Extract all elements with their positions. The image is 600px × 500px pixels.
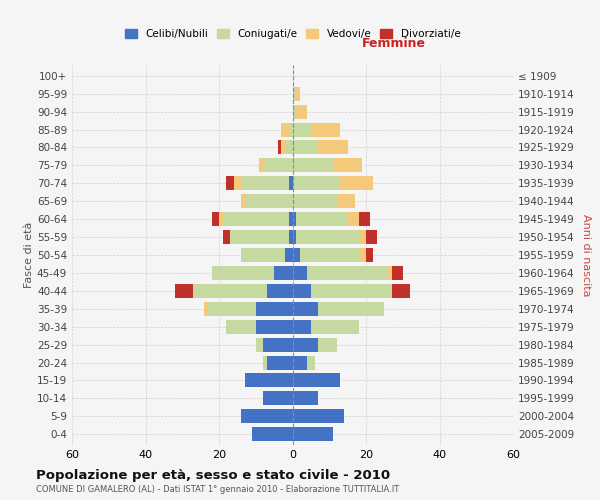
Bar xyxy=(281,122,289,136)
Bar xyxy=(241,194,245,208)
Bar xyxy=(293,230,296,244)
Bar xyxy=(318,338,337,351)
Bar xyxy=(293,266,307,280)
Bar xyxy=(223,230,230,244)
Bar xyxy=(293,86,296,101)
Y-axis label: Anni di nascita: Anni di nascita xyxy=(581,214,591,296)
Legend: Celibi/Nubili, Coniugati/e, Vedovi/e, Divorziati/e: Celibi/Nubili, Coniugati/e, Vedovi/e, Di… xyxy=(121,24,464,43)
Bar xyxy=(293,194,337,208)
Bar xyxy=(392,284,410,298)
Text: Femmine: Femmine xyxy=(362,37,426,50)
Bar xyxy=(267,356,293,370)
Bar xyxy=(241,248,285,262)
Bar xyxy=(226,176,234,190)
Bar xyxy=(318,302,385,316)
Bar xyxy=(293,176,340,190)
Bar xyxy=(366,248,373,262)
Bar xyxy=(293,122,311,136)
Bar xyxy=(212,212,219,226)
Bar xyxy=(175,284,193,298)
Y-axis label: Fasce di età: Fasce di età xyxy=(24,222,34,288)
Bar xyxy=(226,320,256,334)
Bar xyxy=(293,212,296,226)
Bar xyxy=(256,320,293,334)
Bar xyxy=(359,212,370,226)
Bar xyxy=(293,392,318,406)
Bar xyxy=(359,230,366,244)
Bar xyxy=(263,356,267,370)
Bar xyxy=(252,428,293,441)
Bar xyxy=(293,320,311,334)
Bar xyxy=(281,140,285,154)
Bar xyxy=(296,212,347,226)
Bar xyxy=(285,140,293,154)
Bar xyxy=(293,284,311,298)
Bar xyxy=(212,266,274,280)
Bar xyxy=(289,212,293,226)
Text: COMUNE DI GAMALERO (AL) - Dati ISTAT 1° gennaio 2010 - Elaborazione TUTTITALIA.I: COMUNE DI GAMALERO (AL) - Dati ISTAT 1° … xyxy=(36,485,399,494)
Bar xyxy=(293,428,333,441)
Bar xyxy=(359,248,366,262)
Bar xyxy=(241,176,289,190)
Bar xyxy=(347,212,359,226)
Bar xyxy=(234,176,241,190)
Text: Popolazione per età, sesso e stato civile - 2010: Popolazione per età, sesso e stato civil… xyxy=(36,469,390,482)
Bar xyxy=(289,230,293,244)
Bar xyxy=(267,284,293,298)
Bar xyxy=(340,176,373,190)
Bar xyxy=(230,230,289,244)
Bar xyxy=(245,374,293,388)
Bar xyxy=(293,410,344,424)
Bar xyxy=(300,248,359,262)
Bar xyxy=(311,284,392,298)
Bar xyxy=(318,140,347,154)
Bar xyxy=(388,266,392,280)
Bar xyxy=(193,284,267,298)
Bar xyxy=(293,374,340,388)
Bar xyxy=(311,320,359,334)
Bar xyxy=(278,140,281,154)
Bar xyxy=(204,302,208,316)
Bar xyxy=(263,158,293,172)
Bar xyxy=(392,266,403,280)
Bar xyxy=(259,158,263,172)
Bar xyxy=(289,122,293,136)
Bar xyxy=(337,194,355,208)
Bar xyxy=(293,248,300,262)
Bar xyxy=(293,302,318,316)
Bar xyxy=(285,248,293,262)
Bar xyxy=(311,122,340,136)
Bar xyxy=(293,356,307,370)
Bar xyxy=(241,410,293,424)
Bar xyxy=(293,140,318,154)
Bar xyxy=(256,302,293,316)
Bar xyxy=(307,266,388,280)
Bar xyxy=(208,302,256,316)
Bar xyxy=(274,266,293,280)
Bar xyxy=(293,338,318,351)
Bar xyxy=(296,104,307,118)
Bar xyxy=(366,230,377,244)
Bar xyxy=(263,338,293,351)
Bar xyxy=(333,158,362,172)
Bar xyxy=(245,194,293,208)
Bar xyxy=(307,356,314,370)
Bar xyxy=(256,338,263,351)
Bar xyxy=(296,86,300,101)
Bar xyxy=(293,158,333,172)
Bar xyxy=(263,392,293,406)
Bar xyxy=(296,230,359,244)
Bar xyxy=(293,104,296,118)
Bar xyxy=(223,212,289,226)
Bar xyxy=(289,176,293,190)
Bar xyxy=(219,212,223,226)
